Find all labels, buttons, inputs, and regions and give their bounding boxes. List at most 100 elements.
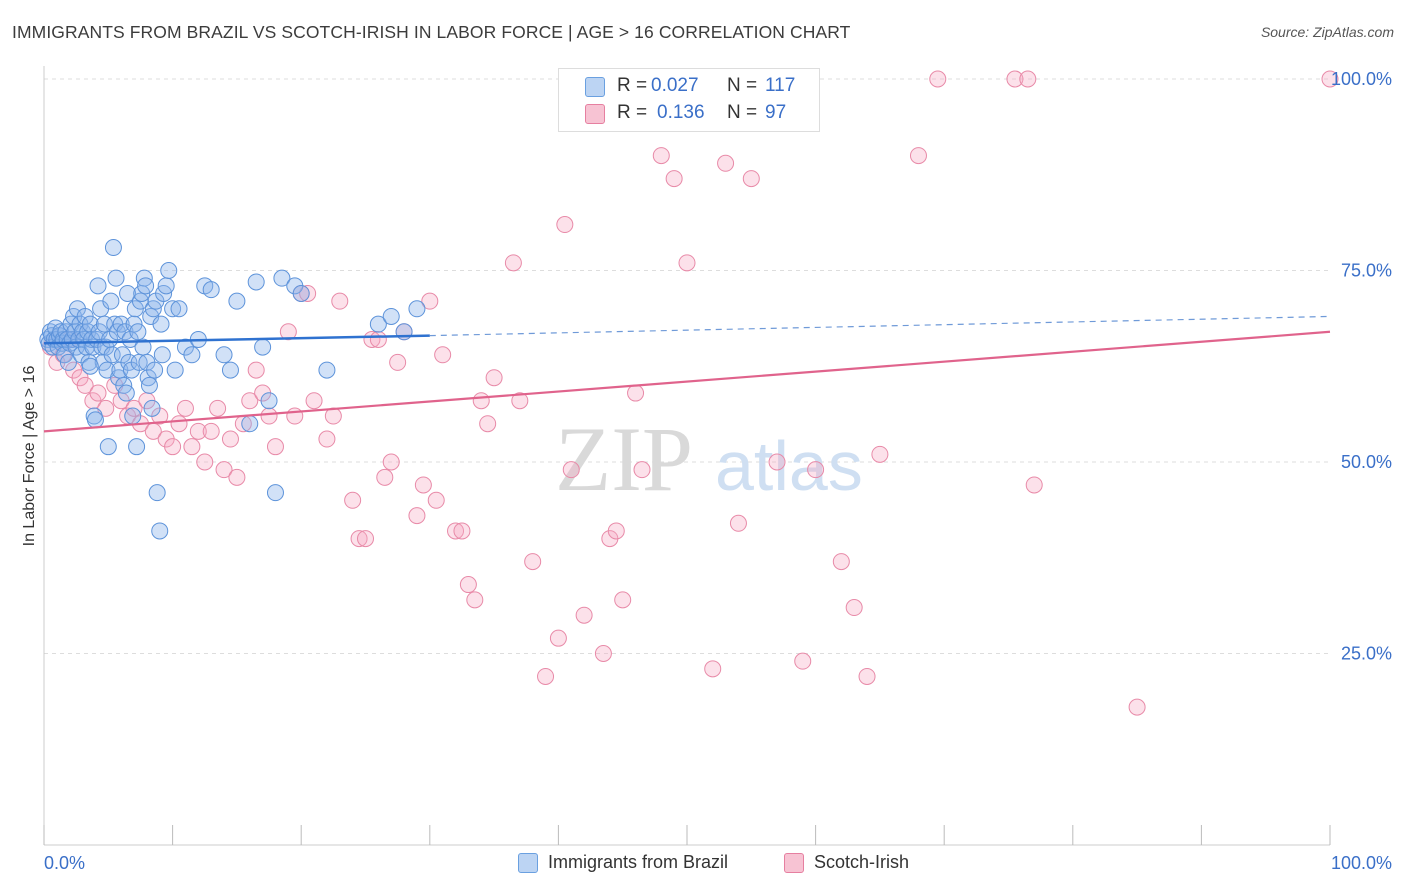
scotch-irish-point bbox=[228, 468, 246, 486]
brazil-point bbox=[157, 277, 175, 295]
scotch-irish-point bbox=[665, 170, 683, 188]
brazil-trend-line bbox=[43, 334, 430, 345]
scotch-irish-point bbox=[562, 461, 580, 479]
y-tick-label: 25.0% bbox=[1341, 644, 1392, 664]
stats-n-value: 97 bbox=[765, 102, 787, 123]
scotch-irish-point bbox=[556, 216, 574, 234]
scotch-irish-point bbox=[549, 629, 567, 647]
brazil-point bbox=[170, 300, 188, 318]
scotch-irish-point bbox=[537, 667, 555, 685]
brazil-point bbox=[137, 277, 155, 295]
brazil-point bbox=[292, 284, 310, 302]
brazil-trend-extension bbox=[429, 315, 1331, 337]
scotch-irish-point bbox=[170, 415, 188, 433]
scotch-irish-trend-line bbox=[43, 330, 1331, 433]
scotch-irish-point bbox=[305, 392, 323, 410]
scotch-irish-point bbox=[189, 422, 207, 440]
scotch-irish-point bbox=[858, 667, 876, 685]
scotch-irish-point bbox=[1019, 70, 1037, 88]
scotch-irish-point bbox=[704, 660, 722, 678]
stats-n-value: 117 bbox=[765, 75, 796, 96]
brazil-point bbox=[183, 346, 201, 364]
brazil-point bbox=[146, 361, 164, 379]
scotch-irish-point bbox=[221, 430, 239, 448]
y-tick-label: 50.0% bbox=[1341, 452, 1392, 472]
source-label: Source: ZipAtlas.com bbox=[1260, 24, 1394, 40]
y-tick-label: 100.0% bbox=[1331, 69, 1392, 89]
brazil-point bbox=[254, 338, 272, 356]
brazil-point bbox=[202, 281, 220, 299]
brazil-point bbox=[215, 346, 233, 364]
stats-r-value: 0.027 bbox=[651, 75, 699, 96]
brazil-point bbox=[86, 411, 104, 429]
scotch-irish-point bbox=[929, 70, 947, 88]
stats-row-scotch-irish: R = 0.136 N = 97 bbox=[559, 100, 819, 127]
scotch-irish-point bbox=[871, 445, 889, 463]
chart-title: IMMIGRANTS FROM BRAZIL VS SCOTCH-IRISH I… bbox=[12, 22, 851, 42]
stats-n-label: N = bbox=[727, 75, 758, 96]
scotch-irish-point bbox=[1321, 70, 1339, 88]
brazil-point bbox=[81, 357, 99, 375]
scotch-irish-points bbox=[41, 70, 1339, 716]
watermark-atlas: atlas bbox=[715, 427, 863, 505]
brazil-point bbox=[102, 292, 120, 310]
scotch-irish-point bbox=[196, 453, 214, 471]
scotch-irish-point bbox=[209, 399, 227, 417]
scotch-irish-point bbox=[447, 522, 465, 540]
stats-legend: R = 0.027 N = 117 R = 0.136 N = 97 bbox=[558, 68, 820, 132]
scotch-irish-point bbox=[434, 346, 452, 364]
brazil-point bbox=[247, 273, 265, 291]
scotch-irish-point bbox=[299, 284, 317, 302]
brazil-point bbox=[273, 269, 291, 287]
scotch-irish-point bbox=[279, 323, 297, 341]
scotch-irish-point bbox=[266, 438, 284, 456]
brazil-point bbox=[148, 484, 166, 502]
scotch-irish-point bbox=[389, 353, 407, 371]
brazil-point bbox=[104, 239, 122, 257]
legend-label-scotch-irish: Scotch-Irish bbox=[814, 852, 910, 872]
scotch-irish-point bbox=[511, 392, 529, 410]
brazil-point bbox=[221, 361, 239, 379]
scotch-irish-point bbox=[717, 154, 735, 172]
stats-row-brazil: R = 0.027 N = 117 bbox=[559, 73, 819, 100]
legend-item-brazil[interactable]: Immigrants from Brazil bbox=[518, 852, 728, 873]
brazil-point bbox=[408, 300, 426, 318]
brazil-point bbox=[160, 262, 178, 279]
brazil-point bbox=[119, 284, 137, 302]
brazil-point bbox=[260, 392, 278, 410]
scotch-irish-point bbox=[247, 361, 265, 379]
scotch-irish-point bbox=[318, 430, 336, 448]
scotch-irish-point bbox=[453, 522, 471, 540]
scotch-irish-point bbox=[729, 514, 747, 532]
brazil-point bbox=[369, 315, 387, 333]
scotch-irish-point bbox=[382, 453, 400, 471]
scotch-irish-point bbox=[794, 652, 812, 670]
scotch-irish-point bbox=[832, 553, 850, 571]
legend-swatch-scotch-irish bbox=[784, 852, 804, 873]
scotch-irish-point bbox=[479, 415, 497, 433]
scotch-irish-point bbox=[183, 438, 201, 456]
scotch-irish-point bbox=[376, 468, 394, 486]
scotch-irish-point bbox=[241, 392, 259, 410]
brazil-point bbox=[153, 346, 171, 364]
scotch-irish-point bbox=[215, 461, 233, 479]
scotch-irish-point bbox=[350, 530, 368, 548]
scotch-irish-point bbox=[414, 476, 432, 494]
legend-swatch-brazil bbox=[518, 852, 538, 873]
brazil-point bbox=[164, 300, 182, 318]
scotch-irish-point bbox=[1128, 698, 1146, 716]
y-tick-label: 75.0% bbox=[1341, 261, 1392, 281]
scotch-irish-point bbox=[575, 606, 593, 624]
tick-labels: 25.0% 50.0% 75.0% 100.0% 0.0% 100.0% bbox=[44, 69, 1392, 873]
scotch-irish-point bbox=[472, 392, 490, 410]
brazil-point bbox=[166, 361, 184, 379]
scotch-irish-point bbox=[909, 147, 927, 165]
stats-swatch-scotch-irish bbox=[585, 104, 605, 124]
legend-item-scotch-irish[interactable]: Scotch-Irish bbox=[784, 852, 909, 873]
brazil-point bbox=[152, 315, 170, 333]
legend-label-brazil: Immigrants from Brazil bbox=[548, 852, 729, 872]
brazil-point bbox=[382, 307, 400, 325]
scotch-irish-point bbox=[344, 491, 362, 509]
brazil-point bbox=[89, 277, 107, 295]
brazil-point bbox=[59, 353, 77, 371]
